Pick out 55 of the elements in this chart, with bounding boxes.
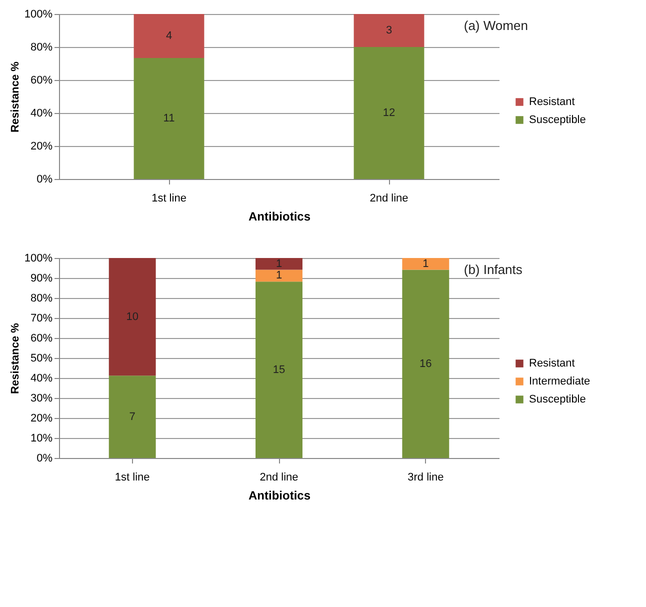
x-tick-label: 3rd line xyxy=(408,472,444,484)
bar xyxy=(108,258,156,376)
legend-label: Susceptible xyxy=(529,114,586,126)
bar xyxy=(354,14,424,47)
x-axis-title: Antibiotics xyxy=(248,488,311,502)
chart-title: (a) Women xyxy=(464,18,528,33)
legend-label: Resistant xyxy=(529,358,575,370)
y-tick-label: 50% xyxy=(30,352,53,364)
legend-label: Resistant xyxy=(529,96,575,108)
annotation: 11 xyxy=(163,112,175,125)
bar xyxy=(134,14,204,58)
bar xyxy=(134,58,204,179)
x-tick-label: 2nd line xyxy=(260,472,298,484)
bar xyxy=(402,258,450,270)
bar xyxy=(108,376,156,458)
annotation: 10 xyxy=(126,310,138,323)
chart-title: (b) Infants xyxy=(464,262,523,277)
y-tick-label: 80% xyxy=(30,292,53,304)
annotation: 1 xyxy=(422,258,429,270)
y-tick-label: 100% xyxy=(24,8,53,20)
annotation: 1 xyxy=(276,258,282,270)
x-tick-label: 2nd line xyxy=(370,192,408,204)
y-axis-title: Resistance % xyxy=(9,322,22,394)
y-tick-label: 60% xyxy=(30,332,53,344)
y-tick-label: 100% xyxy=(24,252,53,264)
y-tick-label: 90% xyxy=(30,272,53,284)
legend-label: Intermediate xyxy=(529,376,590,388)
y-tick-label: 30% xyxy=(30,392,53,404)
y-axis-title: Resistance % xyxy=(9,61,22,132)
legend-label: Susceptible xyxy=(529,394,586,406)
bar xyxy=(256,270,302,282)
annotation: 3 xyxy=(386,24,392,36)
annotation: 7 xyxy=(129,410,136,423)
y-tick-label: 0% xyxy=(36,174,53,186)
annotation: 1 xyxy=(276,270,282,282)
annotation: 12 xyxy=(382,107,396,119)
annotation: 15 xyxy=(272,364,286,376)
bar xyxy=(256,258,302,270)
bar xyxy=(354,47,424,179)
y-tick-label: 80% xyxy=(30,42,53,54)
x-tick-label: 1st line xyxy=(114,472,150,484)
x-axis-title: Antibiotics xyxy=(248,210,311,224)
bar xyxy=(402,270,450,458)
annotation: 4 xyxy=(166,30,172,42)
y-tick-label: 0% xyxy=(36,452,53,464)
y-tick-label: 10% xyxy=(30,432,53,444)
y-tick-label: 60% xyxy=(30,74,53,86)
bar xyxy=(256,282,302,458)
y-tick-label: 40% xyxy=(30,108,53,120)
x-tick-label: 1st line xyxy=(152,192,186,204)
y-tick-label: 20% xyxy=(30,412,53,424)
annotation: 16 xyxy=(420,358,432,370)
y-tick-label: 70% xyxy=(30,312,53,324)
y-tick-label: 40% xyxy=(30,372,53,384)
y-tick-label: 20% xyxy=(30,140,53,152)
